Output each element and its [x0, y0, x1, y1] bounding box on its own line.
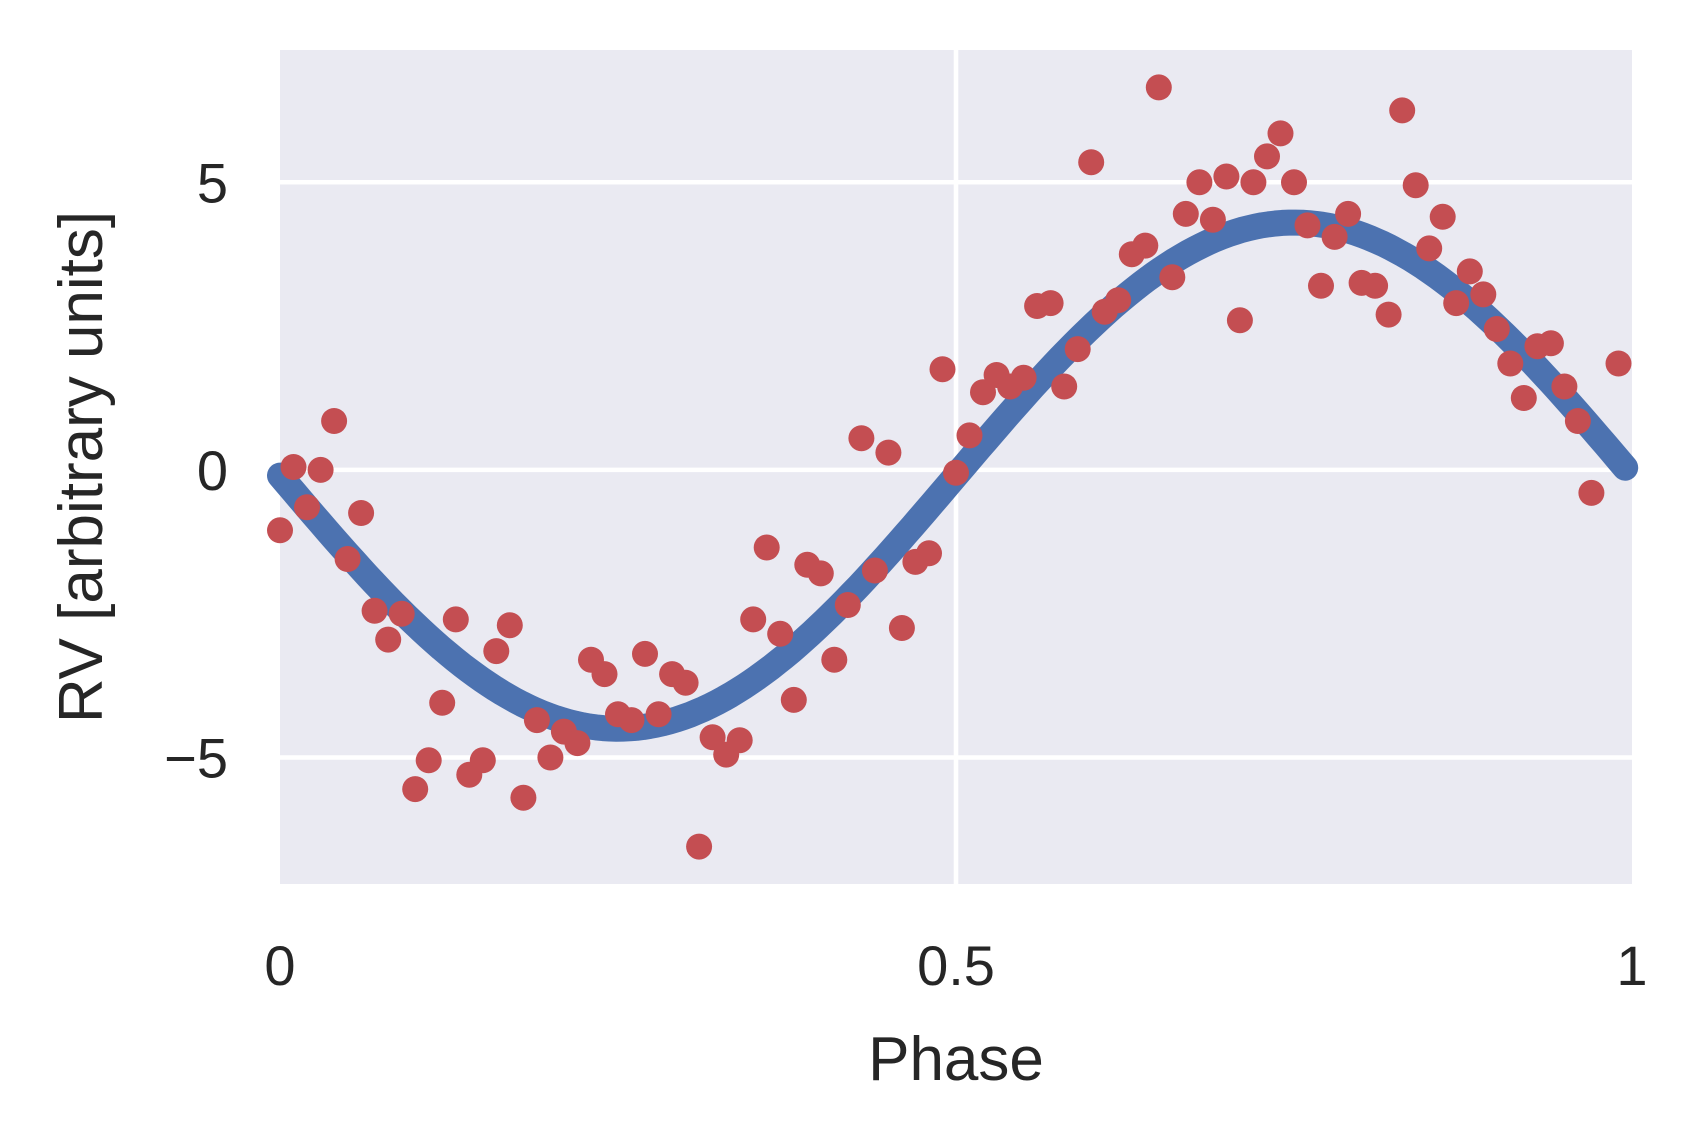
data-point — [780, 686, 807, 713]
data-point — [1213, 163, 1240, 190]
data-point — [1132, 232, 1159, 259]
data-point — [1226, 307, 1253, 334]
data-point — [618, 707, 645, 734]
data-point — [956, 422, 983, 449]
y-tick-label: 0 — [197, 439, 228, 502]
data-point — [916, 540, 942, 567]
data-point — [1537, 330, 1564, 357]
data-point — [442, 606, 469, 633]
data-point — [510, 784, 537, 811]
data-point — [1564, 408, 1591, 434]
x-tick-label: 0.5 — [917, 934, 995, 997]
data-point — [1240, 169, 1267, 196]
data-point — [1145, 74, 1172, 101]
data-point — [402, 776, 429, 803]
data-point — [523, 707, 550, 734]
data-point — [929, 356, 956, 383]
data-point — [388, 600, 415, 627]
y-tick-label: 5 — [197, 151, 228, 214]
data-point — [1402, 172, 1429, 199]
data-point — [564, 730, 591, 757]
data-point — [1254, 143, 1280, 170]
x-tick-label: 1 — [1616, 934, 1647, 997]
data-point — [469, 747, 496, 774]
data-point — [307, 456, 334, 483]
data-point — [334, 546, 361, 572]
data-point — [1308, 272, 1334, 299]
data-point — [1456, 258, 1483, 285]
data-point — [767, 620, 794, 647]
data-point — [1483, 316, 1510, 342]
data-point — [483, 638, 510, 665]
data-point — [375, 626, 402, 653]
data-point — [321, 408, 348, 434]
data-point — [591, 661, 618, 688]
data-point — [1294, 212, 1321, 239]
x-tick-labels: 0 0.5 1 — [264, 934, 1647, 997]
data-point — [1605, 350, 1632, 377]
data-point — [496, 612, 523, 639]
data-point — [645, 701, 672, 728]
data-point — [1267, 120, 1294, 147]
data-point — [1037, 290, 1064, 317]
data-point — [740, 606, 767, 633]
data-point — [1389, 97, 1416, 124]
data-point — [1375, 301, 1402, 328]
data-point — [1362, 272, 1389, 299]
data-point — [753, 534, 780, 561]
data-point — [1510, 385, 1537, 411]
x-tick-label: 0 — [264, 934, 295, 997]
x-axis-label: Phase — [868, 1025, 1044, 1094]
data-point — [726, 727, 753, 754]
data-point — [1159, 264, 1186, 291]
data-point — [672, 669, 699, 696]
data-point — [861, 557, 888, 584]
data-point — [875, 439, 902, 466]
data-point — [888, 615, 915, 641]
data-point — [1429, 203, 1456, 230]
data-point — [415, 747, 442, 774]
y-tick-labels: 5 0 −5 — [164, 151, 228, 789]
data-point — [537, 744, 564, 771]
data-point — [943, 459, 969, 486]
data-point — [1551, 373, 1578, 400]
data-point — [1578, 479, 1605, 506]
y-tick-label: −5 — [164, 726, 228, 789]
data-point — [1497, 350, 1524, 377]
data-point — [1186, 169, 1213, 196]
data-point — [1078, 149, 1105, 176]
data-point — [361, 597, 388, 624]
data-point — [1470, 281, 1497, 308]
data-point — [632, 640, 658, 667]
data-point — [267, 517, 293, 544]
data-point — [1199, 206, 1226, 233]
data-point — [280, 454, 307, 480]
data-point — [1105, 287, 1132, 314]
data-point — [429, 689, 456, 716]
data-point — [294, 494, 320, 521]
data-point — [807, 560, 834, 587]
data-point — [686, 833, 713, 860]
data-point — [821, 646, 848, 673]
data-point — [1443, 290, 1470, 317]
data-point — [1172, 200, 1199, 227]
data-point — [1051, 373, 1078, 400]
series-layer — [267, 74, 1639, 860]
data-point — [848, 425, 875, 452]
data-point — [1335, 200, 1362, 227]
data-point — [1416, 235, 1443, 262]
data-point — [1281, 169, 1307, 196]
y-axis-label: RV [arbitrary units] — [47, 211, 116, 723]
data-point — [348, 500, 375, 526]
data-point — [834, 592, 861, 618]
data-point — [1064, 336, 1091, 363]
data-point — [1321, 223, 1348, 250]
data-point — [1010, 364, 1037, 391]
